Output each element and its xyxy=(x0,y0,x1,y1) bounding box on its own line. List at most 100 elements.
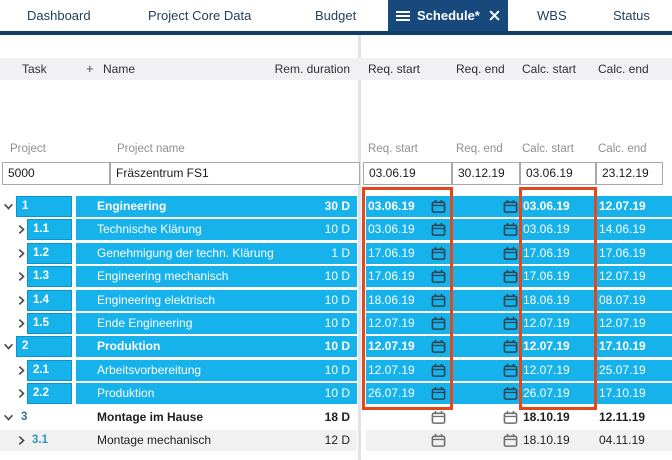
task-id-cell[interactable]: 2.1 xyxy=(27,360,72,381)
calendar-icon[interactable] xyxy=(431,386,446,401)
calc-start-value[interactable]: 18.10.19 xyxy=(523,433,570,447)
calc-start-value[interactable]: 17.06.19 xyxy=(523,269,570,283)
task-duration[interactable]: 12 D xyxy=(324,433,350,447)
tab-schedule[interactable]: Schedule* xyxy=(388,0,508,31)
task-name[interactable]: Engineering xyxy=(97,199,167,213)
calc-start-value[interactable]: 03.06.19 xyxy=(523,222,570,236)
calendar-icon[interactable] xyxy=(431,222,446,237)
chevron-down-icon[interactable] xyxy=(3,201,14,212)
chevron-right-icon[interactable] xyxy=(16,248,27,259)
task-row-1.4[interactable]: 1.4 Engineering elektrisch 10 D 18.06.19 18.… xyxy=(0,290,672,311)
task-row-1[interactable]: 1 Engineering 30 D 03.06.19 03.06.19 12.07.19 xyxy=(0,196,672,217)
col-name[interactable]: Name xyxy=(103,62,136,76)
task-name[interactable]: Ende Engineering xyxy=(97,316,193,330)
calendar-icon[interactable] xyxy=(431,433,446,448)
calendar-icon[interactable] xyxy=(503,386,518,401)
tab-status[interactable]: Status xyxy=(613,8,650,23)
col-calc-end[interactable]: Calc. end xyxy=(598,62,649,76)
task-row-2.2[interactable]: 2.2 Produktion 10 D 26.07.19 26.07.19 17.10.1… xyxy=(0,383,672,404)
chevron-right-icon[interactable] xyxy=(16,365,27,376)
calendar-icon[interactable] xyxy=(431,246,446,261)
col-req-end[interactable]: Req. end xyxy=(456,62,505,76)
calendar-icon[interactable] xyxy=(431,199,446,214)
chevron-right-icon[interactable] xyxy=(16,318,27,329)
calendar-icon[interactable] xyxy=(503,339,518,354)
task-duration[interactable]: 10 D xyxy=(324,269,350,283)
task-name[interactable]: Produktion xyxy=(97,386,155,400)
task-id-cell[interactable]: 3.1 xyxy=(32,434,48,446)
close-icon[interactable] xyxy=(489,10,500,21)
req-start-value[interactable]: 17.06.19 xyxy=(368,246,415,260)
req-start-value[interactable]: 12.07.19 xyxy=(368,316,415,330)
task-name[interactable]: Engineering elektrisch xyxy=(97,293,216,307)
task-row-1.5[interactable]: 1.5 Ende Engineering 10 D 12.07.19 12.07.19 1… xyxy=(0,313,672,334)
calendar-icon[interactable] xyxy=(503,199,518,214)
chevron-right-icon[interactable] xyxy=(16,435,27,446)
col-calc-start[interactable]: Calc. start xyxy=(522,62,577,76)
calendar-icon[interactable] xyxy=(431,410,446,425)
task-duration[interactable]: 10 D xyxy=(324,316,350,330)
req-start-value[interactable]: 03.06.19 xyxy=(368,199,415,213)
task-row-1.3[interactable]: 1.3 Engineering mechanisch 10 D 17.06.19 17.… xyxy=(0,266,672,287)
calendar-icon[interactable] xyxy=(431,316,446,331)
calc-start-value[interactable]: 12.07.19 xyxy=(523,363,570,377)
task-name[interactable]: Montage mechanisch xyxy=(97,433,212,447)
calendar-icon[interactable] xyxy=(503,269,518,284)
col-req-start[interactable]: Req. start xyxy=(368,62,421,76)
task-row-1.1[interactable]: 1.1 Technische Klärung 10 D 03.06.19 03.06.1… xyxy=(0,219,672,240)
calc-start-value[interactable]: 26.07.19 xyxy=(523,386,570,400)
chevron-right-icon[interactable] xyxy=(16,271,27,282)
task-duration[interactable]: 30 D xyxy=(324,199,350,213)
col-rem-duration[interactable]: Rem. duration xyxy=(274,62,350,76)
task-duration[interactable]: 1 D xyxy=(331,246,350,260)
task-row-3.1[interactable]: 3.1 Montage mechanisch 12 D 18.10.19 04.11.1… xyxy=(0,430,672,451)
project-req-end-field[interactable]: 30.12.19 xyxy=(452,162,520,185)
task-name[interactable]: Genehmigung der techn. Klärung xyxy=(97,246,274,260)
project-number-field[interactable]: 5000 xyxy=(2,162,110,185)
tab-project-core-data[interactable]: Project Core Data xyxy=(148,8,252,23)
calendar-icon[interactable] xyxy=(503,363,518,378)
col-task[interactable]: Task xyxy=(22,62,47,76)
chevron-down-icon[interactable] xyxy=(3,341,14,352)
calc-start-value[interactable]: 12.07.19 xyxy=(523,339,570,353)
calendar-icon[interactable] xyxy=(431,363,446,378)
task-id-cell[interactable]: 1.3 xyxy=(27,266,72,287)
tab-wbs[interactable]: WBS xyxy=(537,8,567,23)
req-start-value[interactable]: 12.07.19 xyxy=(368,363,415,377)
project-calc-start-field[interactable]: 03.06.19 xyxy=(520,162,596,185)
calc-start-value[interactable]: 03.06.19 xyxy=(523,199,570,213)
task-name[interactable]: Produktion xyxy=(97,339,161,353)
task-row-1.2[interactable]: 1.2 Genehmigung der techn. Klärung 1 D 17.0… xyxy=(0,243,672,264)
chevron-down-icon[interactable] xyxy=(3,412,14,423)
task-duration[interactable]: 10 D xyxy=(324,293,350,307)
calendar-icon[interactable] xyxy=(503,293,518,308)
tab-budget[interactable]: Budget xyxy=(315,8,357,23)
task-id-cell[interactable]: 2.2 xyxy=(27,383,72,404)
task-name[interactable]: Arbeitsvorbereitung xyxy=(97,363,202,377)
project-calc-end-field[interactable]: 23.12.19 xyxy=(596,162,663,185)
hamburger-icon[interactable] xyxy=(396,10,410,22)
task-row-2.1[interactable]: 2.1 Arbeitsvorbereitung 10 D 12.07.19 12.07.… xyxy=(0,360,672,381)
calc-start-value[interactable]: 12.07.19 xyxy=(523,316,570,330)
task-duration[interactable]: 10 D xyxy=(324,339,350,353)
calc-start-value[interactable]: 18.10.19 xyxy=(523,410,570,424)
calendar-icon[interactable] xyxy=(503,433,518,448)
task-duration[interactable]: 10 D xyxy=(324,222,350,236)
task-duration[interactable]: 10 D xyxy=(324,363,350,377)
task-name[interactable]: Engineering mechanisch xyxy=(97,269,229,283)
task-id-cell[interactable]: 1.1 xyxy=(27,219,72,240)
calendar-icon[interactable] xyxy=(503,316,518,331)
task-id-cell[interactable]: 1.2 xyxy=(27,243,72,264)
task-duration[interactable]: 10 D xyxy=(324,386,350,400)
task-id-cell[interactable]: 3 xyxy=(21,411,28,423)
calendar-icon[interactable] xyxy=(503,410,518,425)
tab-dashboard[interactable]: Dashboard xyxy=(27,8,91,23)
calendar-icon[interactable] xyxy=(503,246,518,261)
task-duration[interactable]: 18 D xyxy=(324,410,350,424)
task-id-cell[interactable]: 1 xyxy=(16,196,72,217)
chevron-right-icon[interactable] xyxy=(16,295,27,306)
calendar-icon[interactable] xyxy=(431,269,446,284)
req-start-value[interactable]: 12.07.19 xyxy=(368,339,415,353)
calendar-icon[interactable] xyxy=(431,293,446,308)
task-name[interactable]: Montage im Hause xyxy=(97,410,204,424)
